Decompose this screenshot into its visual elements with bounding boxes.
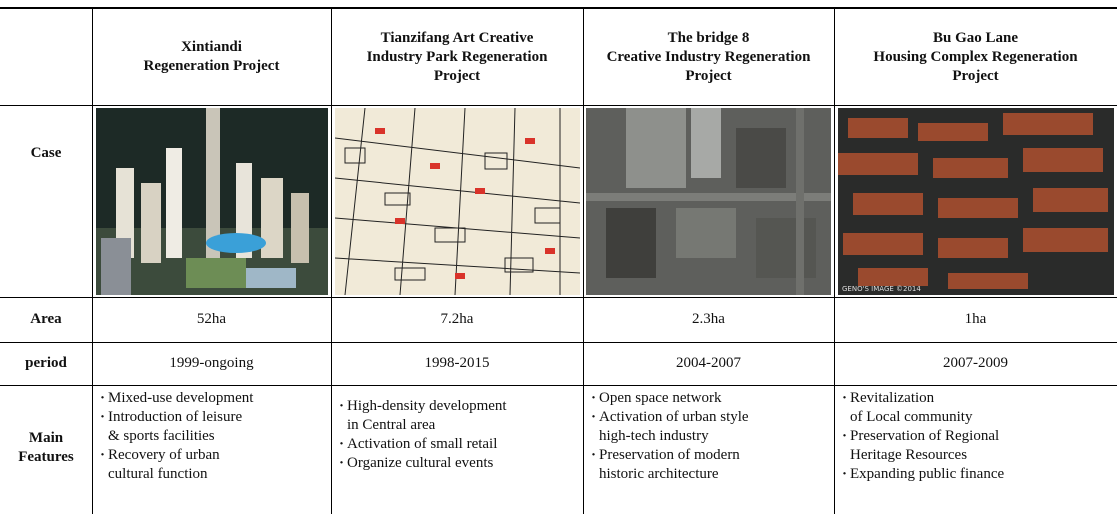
header-line: Industry Park Regeneration	[366, 48, 548, 65]
column-header: Bu Gao Lane Housing Complex Regeneration P…	[834, 9, 1117, 105]
row-label: Case	[0, 9, 92, 297]
cell-value: 7.2ha	[331, 297, 583, 342]
header-line: Project	[685, 67, 732, 84]
cell-value: 1ha	[834, 297, 1117, 342]
feature-line: Expanding public finance	[838, 465, 1113, 484]
row-label: period	[0, 342, 92, 385]
label-text: Case	[30, 144, 62, 161]
top-rule	[0, 7, 1117, 9]
label-text: Area	[30, 311, 62, 327]
feature-line: cultural function	[108, 466, 208, 482]
header-line: The bridge 8	[667, 29, 750, 46]
column-header: The bridge 8 Creative Industry Regenerati…	[583, 9, 834, 105]
label-text: period	[25, 355, 67, 371]
feature-line: Revitalization	[838, 389, 1113, 408]
column-header: Tianzifang Art Creative Industry Park Reg…	[331, 9, 583, 105]
feature-line: Preservation of Regional	[838, 427, 1113, 446]
header-line: Xintiandi	[181, 39, 242, 55]
feature-line: of Local community	[850, 409, 973, 425]
bugaolane-image: GENO'S IMAGE ©2014	[838, 108, 1114, 295]
feature-line: Heritage Resources	[850, 447, 968, 463]
header-line: Project	[433, 67, 481, 84]
header-line: Bu Gao Lane	[932, 29, 1019, 46]
row-label: Area	[0, 297, 92, 342]
feature-list: Mixed-use developmentIntroduction of lei…	[96, 389, 327, 484]
feature-item: Organize cultural events	[335, 454, 579, 473]
cell-value: 1998-2015	[331, 342, 583, 385]
value-text: 2.3ha	[692, 311, 725, 327]
row-rule	[0, 105, 1117, 106]
col-rule	[331, 9, 332, 514]
feature-line: Recovery of urban	[96, 446, 327, 465]
header-line: Housing Complex Regeneration	[873, 48, 1078, 65]
label-line: Main	[28, 429, 64, 446]
row-rule	[0, 297, 1117, 298]
feature-line: Open space network	[587, 389, 830, 408]
header-line: Creative Industry Regeneration	[606, 48, 811, 65]
row-rule	[0, 385, 1117, 386]
cell-value: 1999-ongoing	[92, 342, 331, 385]
value-text: 52ha	[196, 311, 227, 327]
header-line: Tianzifang Art Creative	[380, 29, 534, 46]
feature-line: High-density development	[335, 397, 579, 416]
feature-item: Mixed-use development	[96, 389, 327, 408]
feature-line: Activation of small retail	[335, 435, 579, 454]
feature-line: in Central area	[347, 417, 436, 433]
feature-line: Organize cultural events	[335, 454, 579, 473]
value-text: 1998-2015	[424, 355, 490, 371]
header-line: Project	[952, 67, 999, 84]
feature-item: Activation of small retail	[335, 435, 579, 454]
feature-line: historic architecture	[599, 466, 719, 482]
cell-value: 2007-2009	[834, 342, 1117, 385]
label-line: Features	[18, 448, 74, 465]
bridge8-image	[586, 108, 831, 295]
feature-line: Activation of urban style	[587, 408, 830, 427]
feature-item: Expanding public finance	[838, 465, 1113, 484]
value-text: 1ha	[964, 311, 987, 327]
header-line: Regeneration Project	[143, 58, 280, 74]
cell-value: 52ha	[92, 297, 331, 342]
xintiandi-image	[96, 108, 328, 295]
value-text: 2004-2007	[676, 355, 741, 371]
column-header: Xintiandi Regeneration Project	[92, 9, 331, 105]
col-rule	[583, 9, 584, 514]
row-label: Main Features	[0, 385, 92, 510]
feature-line: & sports facilities	[108, 428, 215, 444]
watermark: GENO'S IMAGE ©2014	[842, 285, 921, 293]
feature-line: high-tech industry	[599, 428, 709, 444]
cell-value: 2.3ha	[583, 297, 834, 342]
col-rule	[834, 9, 835, 514]
feature-item: Open space network	[587, 389, 830, 408]
cell-value: 2004-2007	[583, 342, 834, 385]
value-text: 2007-2009	[943, 355, 1008, 371]
row-rule	[0, 342, 1117, 343]
feature-item: Introduction of leisure& sports faciliti…	[96, 408, 327, 446]
tianzifang-image	[335, 108, 580, 295]
value-text: 1999-ongoing	[169, 355, 254, 371]
feature-line: Preservation of modern	[587, 446, 830, 465]
feature-list: Open space networkActivation of urban st…	[587, 389, 830, 484]
feature-line: Mixed-use development	[96, 389, 327, 408]
feature-line: Introduction of leisure	[96, 408, 327, 427]
value-text: 7.2ha	[440, 311, 474, 327]
col-rule	[92, 9, 93, 514]
